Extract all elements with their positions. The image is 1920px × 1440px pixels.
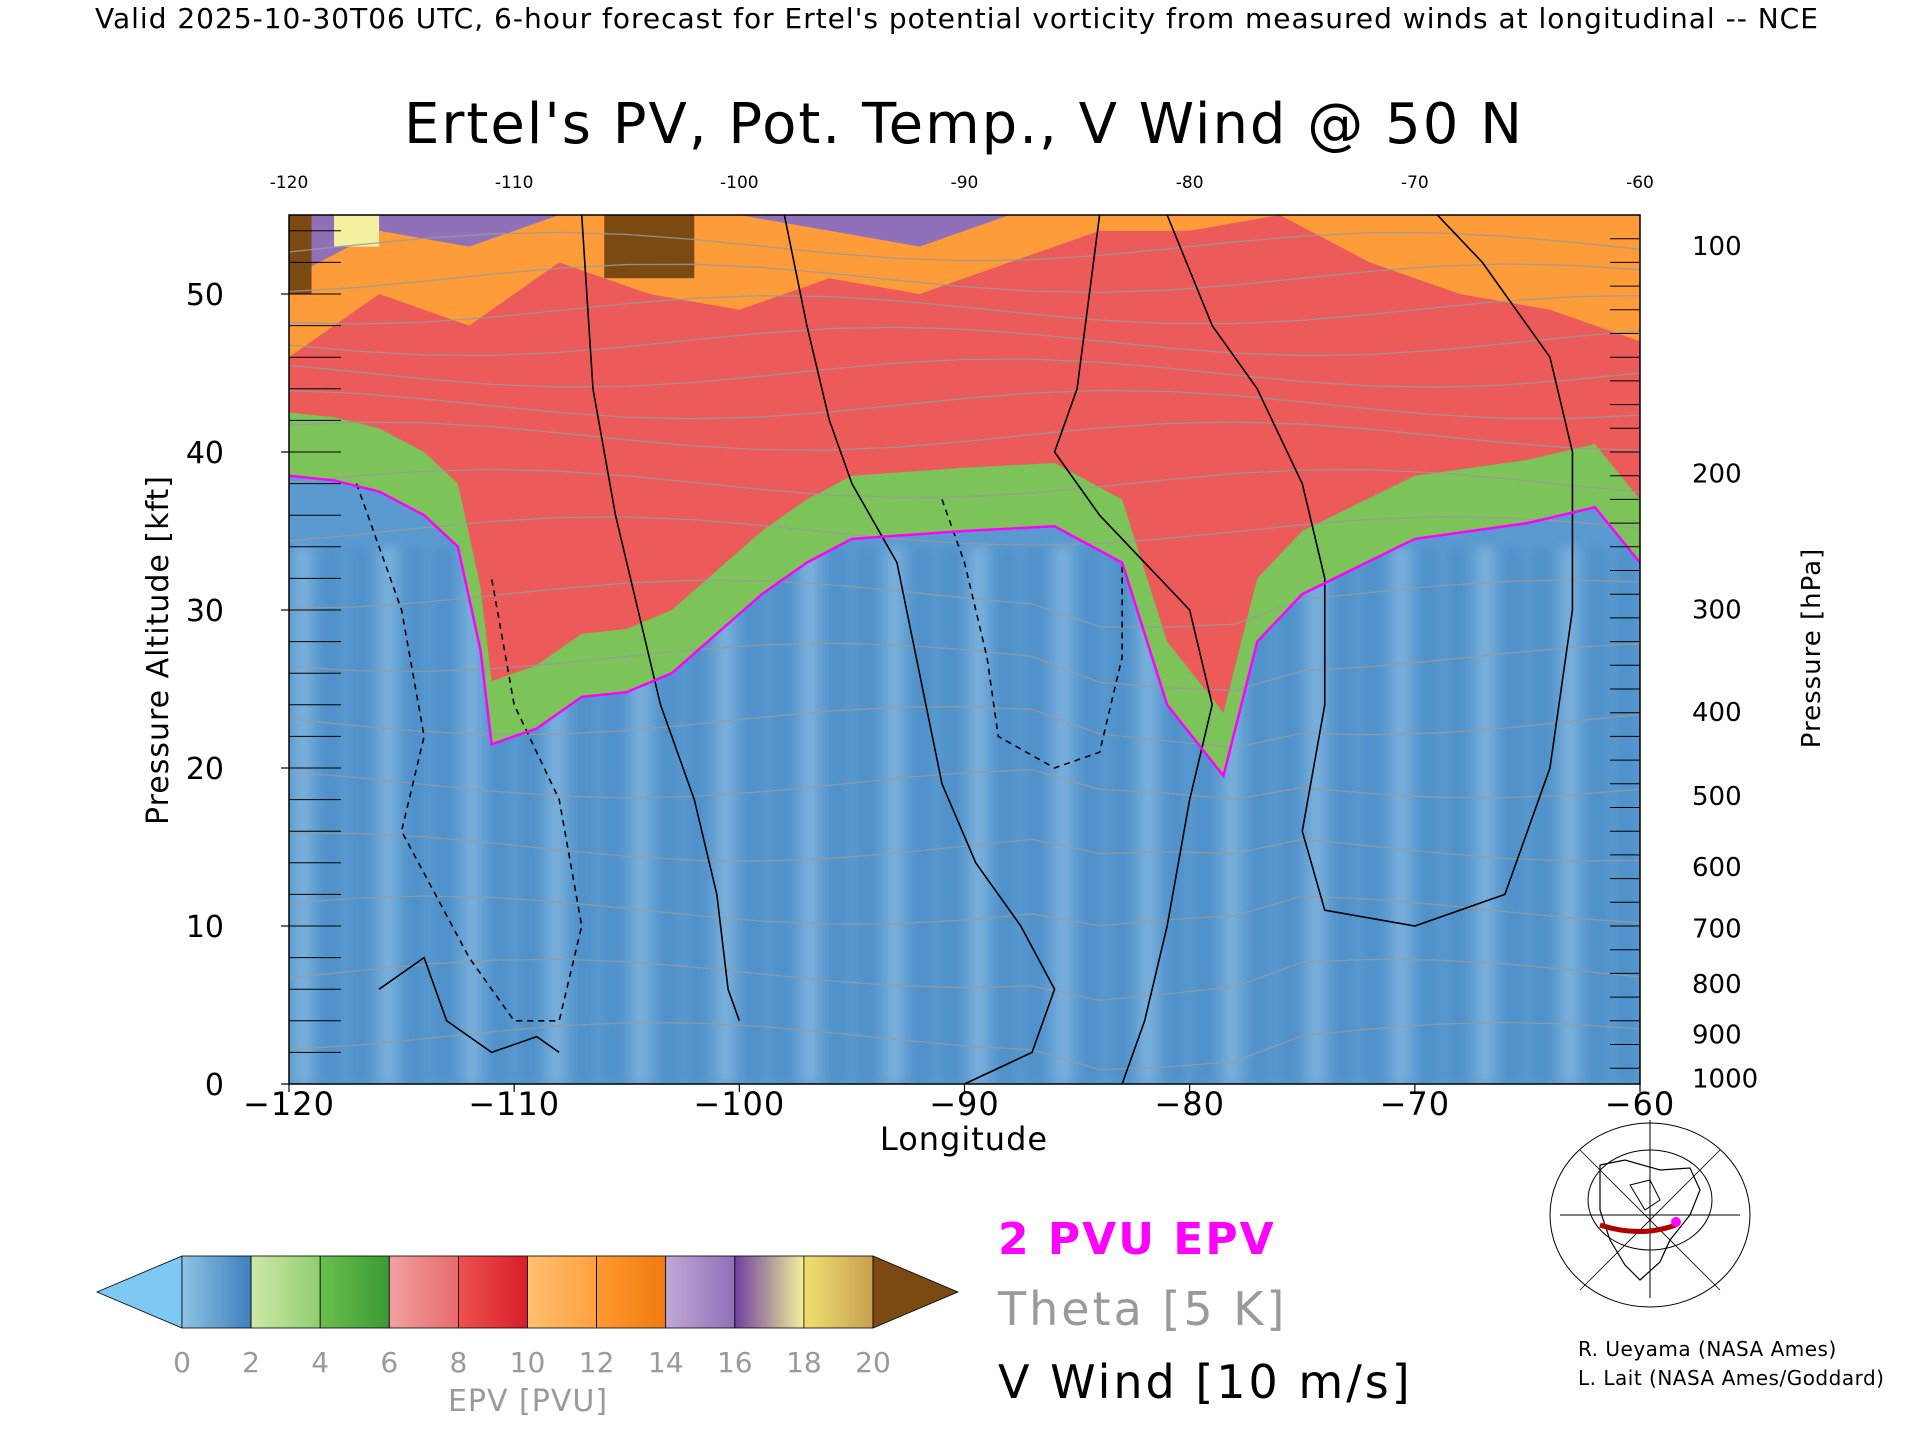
pressure-tick-label: 400 bbox=[1692, 698, 1742, 728]
legend-pv: 2 PVU EPV bbox=[998, 1214, 1276, 1265]
y-tick-label: 50 bbox=[186, 278, 224, 313]
colorbar-segment bbox=[458, 1256, 527, 1328]
colorbar: 0 2 4 6 8 10 12 14 16 18 20 EPV [PVU] bbox=[97, 1256, 958, 1419]
x-top-tick-label: -110 bbox=[495, 173, 534, 193]
colorbar-segment bbox=[666, 1256, 735, 1328]
colorbar-segment bbox=[251, 1256, 320, 1328]
colorbar-label: EPV [PVU] bbox=[448, 1384, 608, 1419]
legend-theta: Theta [5 K] bbox=[997, 1282, 1287, 1336]
y-axis-left-label: Pressure Altitude [kft] bbox=[141, 475, 176, 825]
pressure-tick-label: 1000 bbox=[1692, 1065, 1758, 1095]
x-tick-label: −110 bbox=[468, 1085, 560, 1123]
locator-map bbox=[1538, 1120, 1750, 1307]
colorbar-tick-label: 2 bbox=[242, 1346, 260, 1379]
pressure-tick-label: 800 bbox=[1692, 970, 1742, 1000]
credit-line-1: R. Ueyama (NASA Ames) bbox=[1578, 1337, 1837, 1361]
valid-line: Valid 2025-10-30T06 UTC, 6-hour forecast… bbox=[95, 2, 1819, 35]
colorbar-tick-label: 16 bbox=[717, 1346, 753, 1379]
colorbar-segment bbox=[735, 1256, 804, 1328]
legend-wind: V Wind [10 m/s] bbox=[998, 1355, 1413, 1409]
pressure-tick-label: 700 bbox=[1692, 915, 1742, 945]
colorbar-segment bbox=[389, 1256, 458, 1328]
x-tick-label: −70 bbox=[1380, 1085, 1451, 1123]
chart-title: Ertel's PV, Pot. Temp., V Wind @ 50 N bbox=[404, 92, 1524, 157]
colorbar-over-arrow bbox=[873, 1256, 958, 1328]
colorbar-segment bbox=[804, 1256, 873, 1328]
y-axis-right-label: Pressure [hPa] bbox=[1797, 548, 1827, 749]
pv-brown-region bbox=[604, 215, 694, 278]
x-axis: −120 −110 −100 −90 −80 −70 −60 bbox=[243, 1084, 1675, 1123]
x-top-tick-label: -60 bbox=[1626, 173, 1654, 193]
colorbar-tick-label: 14 bbox=[648, 1346, 684, 1379]
x-top-tick-label: -100 bbox=[720, 173, 759, 193]
x-axis-label: Longitude bbox=[880, 1120, 1048, 1158]
colorbar-tick-label: 6 bbox=[380, 1346, 398, 1379]
x-tick-label: −90 bbox=[929, 1085, 1000, 1123]
colorbar-tick-label: 8 bbox=[449, 1346, 467, 1379]
y-tick-label: 10 bbox=[186, 910, 224, 945]
colorbar-segment bbox=[597, 1256, 666, 1328]
x-tick-label: −120 bbox=[243, 1085, 335, 1123]
x-tick-label: −100 bbox=[693, 1085, 785, 1123]
colorbar-segment bbox=[182, 1256, 251, 1328]
colorbar-segment bbox=[320, 1256, 389, 1328]
x-axis-top: -120 -110 -100 -90 -80 -70 -60 bbox=[270, 173, 1654, 193]
y-tick-label: 40 bbox=[186, 436, 224, 471]
colorbar-segment bbox=[528, 1256, 597, 1328]
colorbar-under-arrow bbox=[97, 1256, 182, 1328]
colorbar-tick-label: 10 bbox=[510, 1346, 546, 1379]
pressure-tick-label: 500 bbox=[1692, 782, 1742, 812]
pressure-tick-label: 100 bbox=[1692, 232, 1742, 262]
colorbar-tick-label: 4 bbox=[311, 1346, 329, 1379]
plot-area bbox=[289, 215, 1640, 1084]
x-top-tick-label: -90 bbox=[951, 173, 979, 193]
pressure-tick-label: 600 bbox=[1692, 853, 1742, 883]
y-tick-label: 0 bbox=[205, 1068, 224, 1103]
y-tick-label: 20 bbox=[186, 752, 224, 787]
pressure-tick-label: 900 bbox=[1692, 1020, 1742, 1050]
pressure-tick-label: 300 bbox=[1692, 595, 1742, 625]
pressure-tick-label: 200 bbox=[1692, 460, 1742, 490]
colorbar-tick-label: 18 bbox=[786, 1346, 822, 1379]
x-tick-label: −80 bbox=[1154, 1085, 1225, 1123]
credit-line-2: L. Lait (NASA Ames/Goddard) bbox=[1578, 1366, 1884, 1390]
colorbar-tick-label: 12 bbox=[579, 1346, 615, 1379]
x-top-tick-label: -70 bbox=[1401, 173, 1429, 193]
colorbar-tick-label: 20 bbox=[855, 1346, 891, 1379]
pv-brown-region bbox=[289, 215, 312, 294]
x-tick-label: −60 bbox=[1605, 1085, 1676, 1123]
colorbar-tick-label: 0 bbox=[173, 1346, 191, 1379]
y-tick-label: 30 bbox=[186, 594, 224, 629]
x-top-tick-label: -80 bbox=[1176, 173, 1204, 193]
x-top-tick-label: -120 bbox=[270, 173, 309, 193]
